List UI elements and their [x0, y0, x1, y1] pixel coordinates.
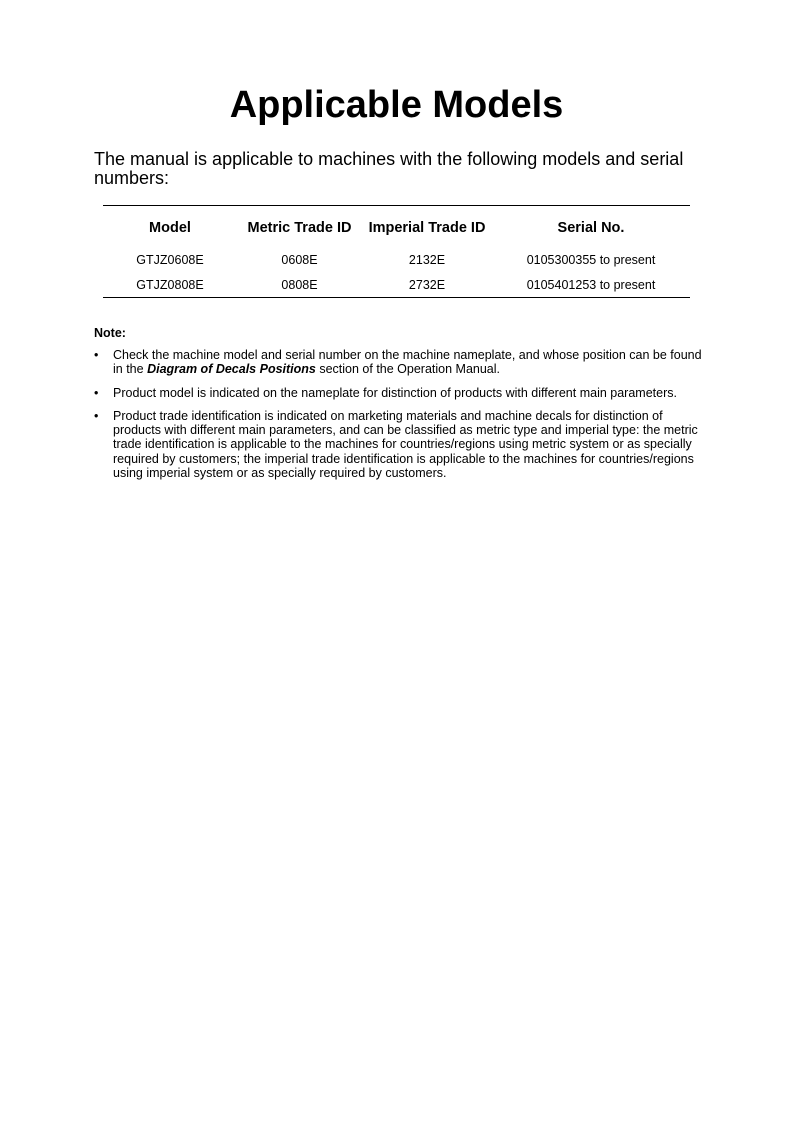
- table-header-row: Model Metric Trade ID Imperial Trade ID …: [103, 206, 690, 248]
- note-item: • Product trade identification is indica…: [94, 409, 704, 480]
- header-metric-trade-id: Metric Trade ID: [247, 219, 352, 236]
- table-row: GTJZ0608E 0608E 2132E 0105300355 to pres…: [103, 247, 690, 272]
- models-table: Model Metric Trade ID Imperial Trade ID …: [103, 205, 690, 298]
- cell-metric-id: 0808E: [281, 277, 318, 292]
- cell-metric-id: 0608E: [281, 252, 318, 267]
- note-text: Product model is indicated on the namepl…: [113, 385, 677, 400]
- note-item: • Check the machine model and serial num…: [94, 348, 704, 377]
- header-serial-no: Serial No.: [557, 219, 625, 236]
- note-list: • Check the machine model and serial num…: [94, 348, 704, 489]
- bullet-icon: •: [94, 385, 99, 400]
- cell-imperial-id: 2132E: [408, 252, 446, 267]
- cell-serial: 0105300355 to present: [526, 252, 656, 267]
- header-model: Model: [149, 219, 191, 236]
- note-text: section of the Operation Manual.: [315, 362, 501, 377]
- note-label: Note:: [94, 326, 126, 340]
- cell-serial: 0105401253 to present: [526, 277, 656, 292]
- cell-model: GTJZ0608E: [136, 252, 204, 267]
- cell-imperial-id: 2732E: [408, 277, 446, 292]
- bullet-icon: •: [94, 348, 99, 362]
- note-emphasis: Diagram of Decals Positions: [147, 362, 316, 377]
- cell-model: GTJZ0808E: [136, 277, 204, 292]
- bullet-icon: •: [94, 408, 99, 423]
- page-title: Applicable Models: [229, 84, 564, 126]
- note-text: Check the machine model and serial numbe…: [113, 348, 702, 377]
- note-item: • Product model is indicated on the name…: [94, 386, 704, 400]
- header-imperial-trade-id: Imperial Trade ID: [368, 219, 486, 236]
- note-text: Product trade identification is indicate…: [113, 408, 698, 481]
- intro-text: The manual is applicable to machines wit…: [94, 149, 684, 188]
- table-row: GTJZ0808E 0808E 2732E 0105401253 to pres…: [103, 272, 690, 298]
